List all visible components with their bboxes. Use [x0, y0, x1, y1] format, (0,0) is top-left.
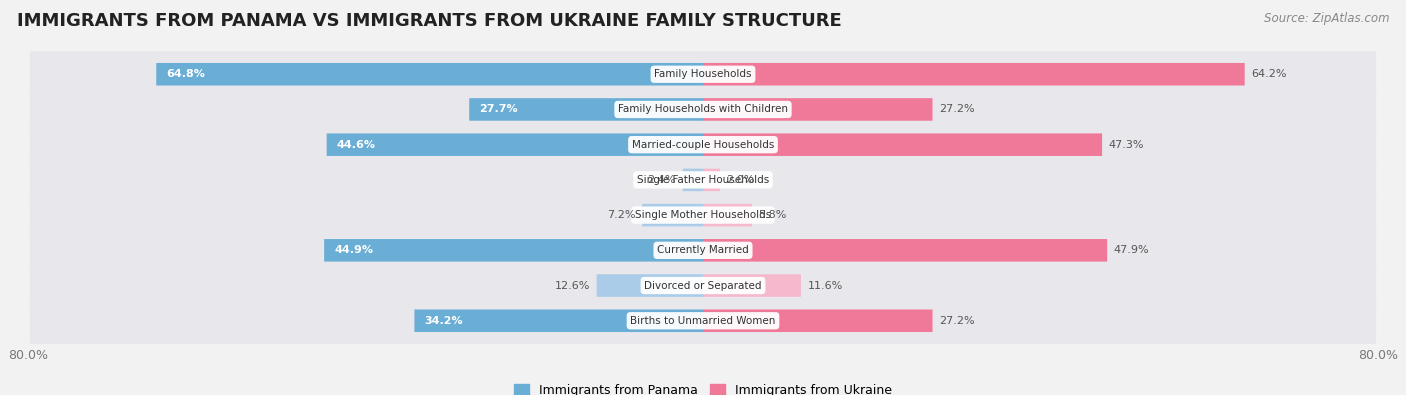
Text: 27.7%: 27.7%: [479, 104, 517, 115]
FancyBboxPatch shape: [703, 310, 932, 332]
FancyBboxPatch shape: [703, 274, 801, 297]
Text: Family Households with Children: Family Households with Children: [619, 104, 787, 115]
Text: 47.9%: 47.9%: [1114, 245, 1150, 255]
Text: 2.4%: 2.4%: [648, 175, 676, 185]
Text: Births to Unmarried Women: Births to Unmarried Women: [630, 316, 776, 326]
Text: 44.6%: 44.6%: [337, 140, 375, 150]
Text: 27.2%: 27.2%: [939, 316, 974, 326]
FancyBboxPatch shape: [415, 310, 703, 332]
FancyBboxPatch shape: [703, 169, 720, 191]
Text: 2.0%: 2.0%: [727, 175, 755, 185]
Text: Family Households: Family Households: [654, 69, 752, 79]
Text: 64.8%: 64.8%: [166, 69, 205, 79]
FancyBboxPatch shape: [30, 224, 1376, 277]
FancyBboxPatch shape: [325, 239, 703, 261]
Text: 44.9%: 44.9%: [335, 245, 374, 255]
Text: Currently Married: Currently Married: [657, 245, 749, 255]
FancyBboxPatch shape: [30, 294, 1376, 348]
FancyBboxPatch shape: [703, 134, 1102, 156]
Text: Divorced or Separated: Divorced or Separated: [644, 280, 762, 291]
Text: IMMIGRANTS FROM PANAMA VS IMMIGRANTS FROM UKRAINE FAMILY STRUCTURE: IMMIGRANTS FROM PANAMA VS IMMIGRANTS FRO…: [17, 12, 842, 30]
Text: 7.2%: 7.2%: [607, 210, 636, 220]
FancyBboxPatch shape: [30, 118, 1376, 171]
FancyBboxPatch shape: [30, 259, 1376, 312]
Text: 34.2%: 34.2%: [425, 316, 463, 326]
FancyBboxPatch shape: [30, 188, 1376, 242]
FancyBboxPatch shape: [470, 98, 703, 121]
Legend: Immigrants from Panama, Immigrants from Ukraine: Immigrants from Panama, Immigrants from …: [509, 379, 897, 395]
Text: 11.6%: 11.6%: [807, 280, 842, 291]
Text: 64.2%: 64.2%: [1251, 69, 1286, 79]
FancyBboxPatch shape: [30, 153, 1376, 207]
Text: 12.6%: 12.6%: [554, 280, 591, 291]
Text: Married-couple Households: Married-couple Households: [631, 140, 775, 150]
FancyBboxPatch shape: [643, 204, 703, 226]
FancyBboxPatch shape: [30, 47, 1376, 101]
Text: Single Father Households: Single Father Households: [637, 175, 769, 185]
FancyBboxPatch shape: [703, 204, 752, 226]
FancyBboxPatch shape: [156, 63, 703, 85]
Text: Source: ZipAtlas.com: Source: ZipAtlas.com: [1264, 12, 1389, 25]
Text: 47.3%: 47.3%: [1109, 140, 1144, 150]
FancyBboxPatch shape: [703, 98, 932, 121]
FancyBboxPatch shape: [703, 63, 1244, 85]
FancyBboxPatch shape: [703, 239, 1107, 261]
FancyBboxPatch shape: [326, 134, 703, 156]
Text: 27.2%: 27.2%: [939, 104, 974, 115]
FancyBboxPatch shape: [30, 83, 1376, 136]
Text: Single Mother Households: Single Mother Households: [636, 210, 770, 220]
Text: 5.8%: 5.8%: [759, 210, 787, 220]
FancyBboxPatch shape: [683, 169, 703, 191]
FancyBboxPatch shape: [596, 274, 703, 297]
